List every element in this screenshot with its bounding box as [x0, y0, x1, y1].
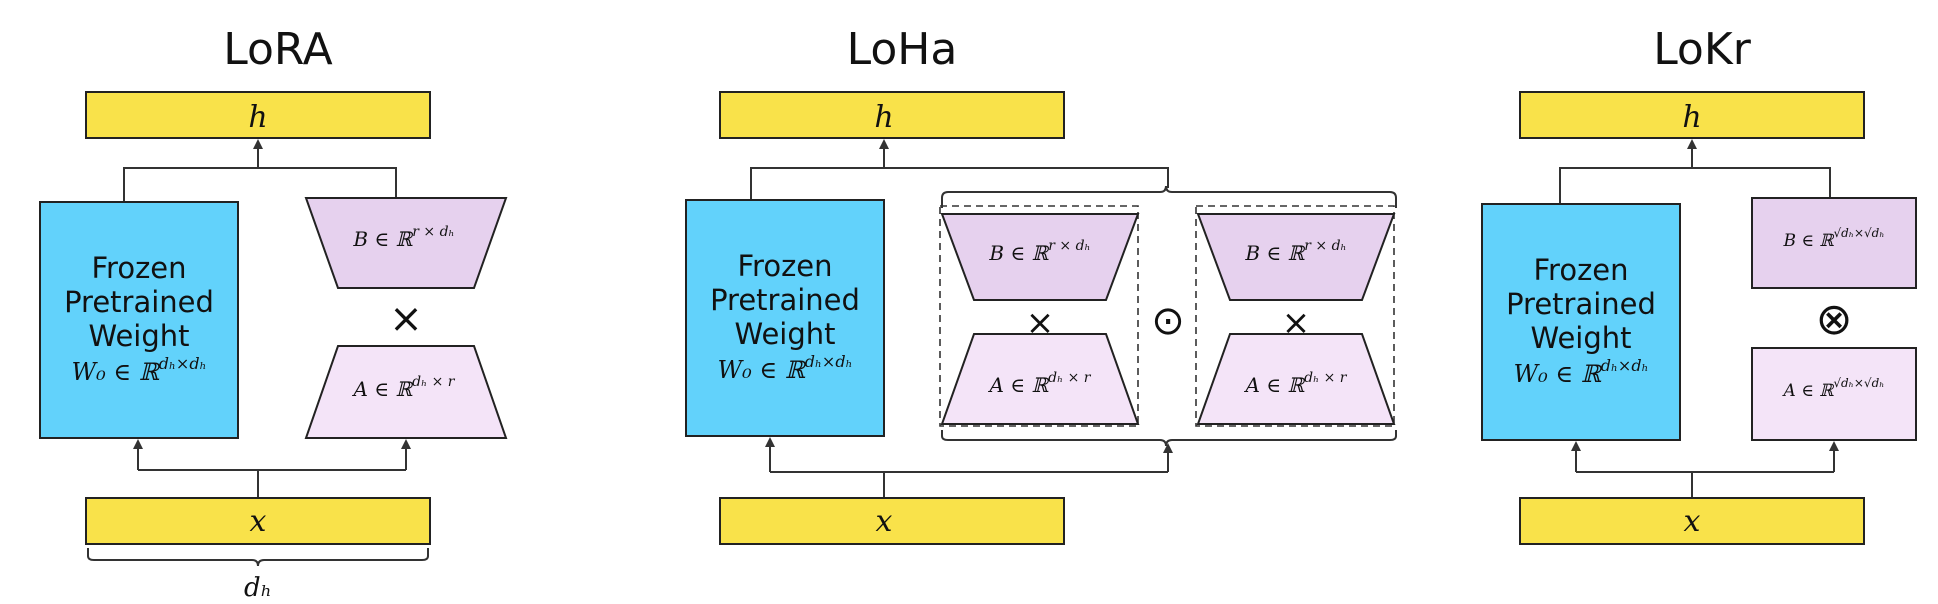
lora-a-label: A ∈ ℝdₕ × r [352, 374, 456, 401]
lora-frozen-line3: Weight [88, 319, 189, 353]
loha-top-connector [750, 167, 1169, 200]
lokr-x-label: x [1684, 504, 1701, 539]
loha-frozen-line1: Frozen [737, 249, 832, 283]
loha-frozen-line2: Pretrained [710, 283, 860, 317]
loha-w0-label: W₀ ∈ ℝdₕ×dₕ [718, 352, 853, 384]
lokr-frozen-weight [1481, 203, 1681, 441]
loha-b2-label: B ∈ ℝr × dₕ [1244, 238, 1346, 265]
lokr-kron-icon: ⊗ [1816, 294, 1853, 345]
lokr-a-label: A ∈ ℝ√dₕ×√dₕ [1782, 376, 1885, 401]
lokr-frozen-line1: Frozen [1533, 253, 1628, 287]
loha-bottom-connector [770, 471, 1168, 498]
loha-b1-matrix [940, 213, 1140, 301]
lokr-w0-label: W₀ ∈ ℝdₕ×dₕ [1514, 356, 1649, 388]
loha-panel: LoHa h Frozen Pretrained Weight W₀ ∈ ℝdₕ… [685, 24, 1397, 545]
lora-panel: LoRA h Frozen Pretrained Weight W₀ ∈ ℝdₕ… [39, 24, 508, 603]
loha-a1-matrix [940, 333, 1140, 425]
loha-group-2 [1195, 205, 1395, 427]
lora-w0-label: W₀ ∈ ℝdₕ×dₕ [72, 354, 207, 386]
lokr-a-matrix [1751, 347, 1917, 441]
loha-x-label: x [876, 504, 893, 539]
lora-dh-label: dₕ [244, 573, 272, 603]
loha-b2-matrix [1196, 213, 1396, 301]
lora-top-connector [123, 167, 397, 202]
lora-h-bar [85, 91, 431, 139]
lora-dh-brace [87, 548, 429, 567]
loha-frozen-weight [685, 199, 885, 437]
lokr-x-bar [1519, 497, 1865, 545]
lora-h-label: h [248, 100, 267, 135]
lora-a-matrix [304, 345, 508, 439]
lokr-b-label: B ∈ ℝ√dₕ×√dₕ [1782, 226, 1884, 251]
loha-x-bar [719, 497, 1065, 545]
loha-hadamard-icon: ⊙ [1151, 298, 1185, 344]
loha-a2-matrix [1196, 333, 1396, 425]
loha-b1-label: B ∈ ℝr × dₕ [988, 238, 1090, 265]
lokr-b-matrix [1751, 197, 1917, 289]
lora-times-icon: × [389, 296, 423, 342]
lora-x-bar [85, 497, 431, 545]
lokr-panel: LoKr h Frozen Pretrained Weight W₀ ∈ ℝdₕ… [1481, 24, 1917, 545]
lora-frozen-weight [39, 201, 239, 439]
lokr-bottom-connector [1576, 471, 1834, 498]
lokr-h-label: h [1682, 100, 1701, 135]
loha-top-brace [941, 185, 1397, 208]
lora-b-label: B ∈ ℝr × dₕ [352, 224, 454, 251]
lokr-title: LoKr [1653, 24, 1752, 75]
loha-a2-label: A ∈ ℝdₕ × r [1244, 370, 1348, 397]
lokr-top-connector [1559, 167, 1831, 204]
lora-b-matrix [304, 197, 508, 289]
lora-frozen-line2: Pretrained [64, 285, 214, 319]
lokr-frozen-line3: Weight [1530, 321, 1631, 355]
lora-title: LoRA [223, 24, 333, 75]
loha-bottom-brace [941, 430, 1397, 447]
loha-frozen-line3: Weight [734, 317, 835, 351]
lora-bottom-connector [138, 469, 406, 498]
loha-group-1 [939, 205, 1139, 427]
loha-h-bar [719, 91, 1065, 139]
lora-x-label: x [250, 504, 267, 539]
loha-h-label: h [874, 100, 893, 135]
lora-frozen-line1: Frozen [91, 251, 186, 285]
lokr-frozen-line2: Pretrained [1506, 287, 1656, 321]
loha-title: LoHa [847, 24, 958, 75]
lokr-h-bar [1519, 91, 1865, 139]
loha-a1-label: A ∈ ℝdₕ × r [988, 370, 1092, 397]
